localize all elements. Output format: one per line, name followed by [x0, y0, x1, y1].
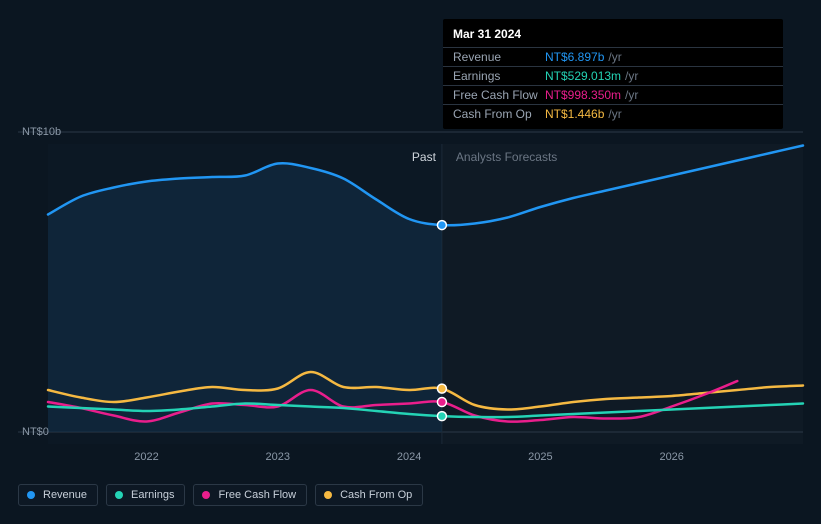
tooltip-unit: /yr	[625, 69, 638, 83]
tooltip-label: Earnings	[453, 69, 545, 83]
x-tick-label: 2025	[528, 451, 552, 463]
tooltip-label: Revenue	[453, 50, 545, 64]
tooltip-rows: RevenueNT$6.897b/yrEarningsNT$529.013m/y…	[443, 47, 783, 123]
tooltip-row: RevenueNT$6.897b/yr	[443, 47, 783, 66]
tooltip-unit: /yr	[608, 107, 621, 121]
tooltip-row: EarningsNT$529.013m/yr	[443, 66, 783, 85]
legend-swatch	[324, 491, 332, 499]
y-tick-label: NT$10b	[22, 126, 61, 138]
tooltip-label: Cash From Op	[453, 107, 545, 121]
tooltip-label: Free Cash Flow	[453, 88, 545, 102]
past-label: Past	[412, 150, 436, 164]
y-tick-label: NT$0	[22, 426, 49, 438]
x-tick-label: 2026	[659, 451, 683, 463]
forecast-label: Analysts Forecasts	[456, 150, 557, 164]
legend-label: Revenue	[43, 489, 87, 501]
tooltip-unit: /yr	[625, 88, 638, 102]
financials-chart: Mar 31 2024 RevenueNT$6.897b/yrEarningsN…	[0, 0, 821, 524]
tooltip-row: Free Cash FlowNT$998.350m/yr	[443, 85, 783, 104]
tooltip-value: NT$6.897b	[545, 50, 604, 64]
chart-legend: Revenue Earnings Free Cash Flow Cash From O…	[18, 484, 423, 506]
tooltip-value: NT$529.013m	[545, 69, 621, 83]
chart-tooltip: Mar 31 2024 RevenueNT$6.897b/yrEarningsN…	[443, 19, 783, 129]
x-tick-label: 2022	[134, 451, 158, 463]
legend-swatch	[27, 491, 35, 499]
legend-swatch	[202, 491, 210, 499]
tooltip-value: NT$1.446b	[545, 107, 604, 121]
legend-label: Earnings	[131, 489, 174, 501]
x-tick-label: 2023	[266, 451, 290, 463]
legend-item[interactable]: Earnings	[106, 484, 185, 506]
tooltip-row: Cash From OpNT$1.446b/yr	[443, 104, 783, 123]
tooltip-unit: /yr	[608, 50, 621, 64]
x-tick-label: 2024	[397, 451, 421, 463]
legend-label: Cash From Op	[340, 489, 412, 501]
tooltip-value: NT$998.350m	[545, 88, 621, 102]
legend-swatch	[115, 491, 123, 499]
tooltip-date: Mar 31 2024	[443, 25, 783, 47]
legend-item[interactable]: Revenue	[18, 484, 98, 506]
legend-item[interactable]: Cash From Op	[315, 484, 423, 506]
legend-label: Free Cash Flow	[218, 489, 296, 501]
legend-item[interactable]: Free Cash Flow	[193, 484, 307, 506]
